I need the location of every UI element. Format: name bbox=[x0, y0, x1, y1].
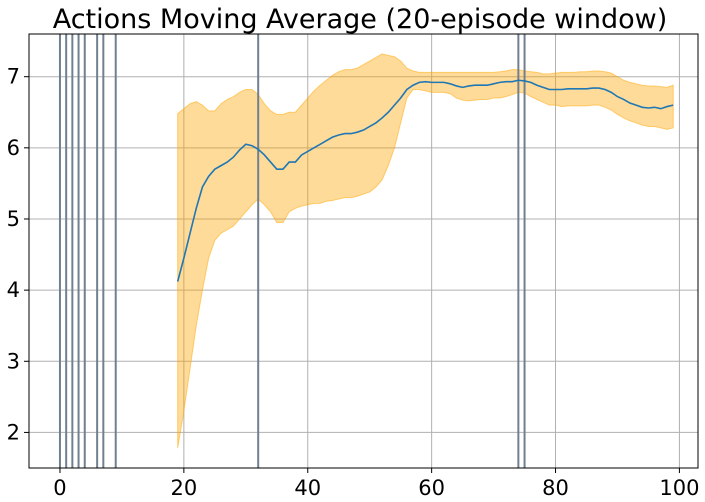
y-tick-label: 5 bbox=[7, 207, 20, 231]
grid bbox=[29, 34, 698, 468]
y-tick-label: 3 bbox=[7, 349, 20, 373]
mean-line-group bbox=[176, 79, 674, 282]
chart-title: Actions Moving Average (20-episode windo… bbox=[53, 4, 668, 35]
x-tick-label: 60 bbox=[418, 476, 445, 500]
x-tick-label: 80 bbox=[542, 476, 569, 500]
x-tick-label: 0 bbox=[53, 476, 66, 500]
vertical-markers bbox=[58, 34, 526, 468]
x-axis: 0 20 40 60 80 100 bbox=[53, 468, 699, 500]
x-tick-label: 40 bbox=[294, 476, 321, 500]
y-tick-label: 6 bbox=[7, 136, 20, 160]
x-tick-label: 20 bbox=[170, 476, 197, 500]
mean-line bbox=[176, 79, 674, 282]
band-area bbox=[177, 53, 674, 449]
y-tick-label: 4 bbox=[7, 278, 20, 302]
confidence-band bbox=[177, 53, 674, 449]
plot-frame bbox=[28, 33, 699, 469]
y-axis: 2 3 4 5 6 7 bbox=[7, 65, 29, 444]
x-tick-label: 100 bbox=[659, 476, 699, 500]
y-tick-label: 2 bbox=[7, 420, 20, 444]
y-tick-label: 7 bbox=[7, 65, 20, 89]
